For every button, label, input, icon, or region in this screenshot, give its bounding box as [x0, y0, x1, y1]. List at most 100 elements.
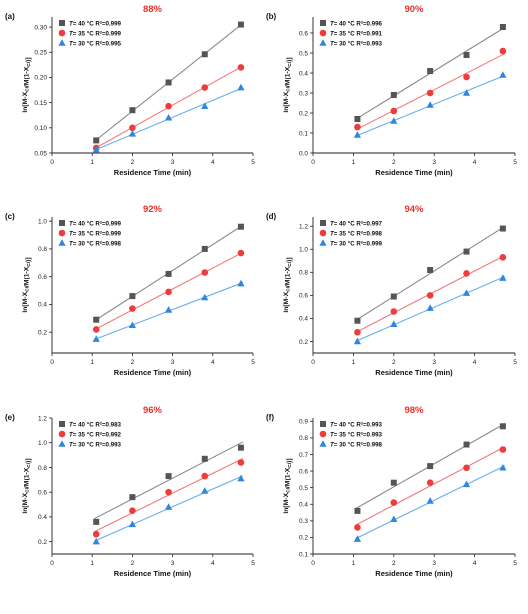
- x-tick-label: 1: [90, 159, 94, 166]
- legend-label: T= 30 °C R²=0.993: [69, 441, 122, 448]
- x-tick-label: 0: [311, 560, 315, 567]
- y-tick-label: 0.1: [299, 551, 308, 558]
- y-tick-label: 0.8: [299, 270, 308, 277]
- fit-line: [355, 447, 504, 525]
- x-tick-label: 4: [211, 560, 215, 567]
- panel-label: (b): [266, 12, 277, 21]
- data-point: [129, 507, 136, 514]
- y-tick-label: 0.6: [299, 293, 308, 300]
- y-tick-label: 0.10: [34, 125, 47, 132]
- data-point: [499, 71, 506, 78]
- x-tick-label: 5: [251, 159, 255, 166]
- data-point: [93, 326, 100, 333]
- data-point: [201, 487, 208, 494]
- y-tick-label: 1.0: [38, 218, 47, 225]
- x-tick-label: 0: [50, 159, 54, 166]
- legend-marker: [59, 421, 65, 427]
- chart-panel: 94% (d) 0 1 2 3 4 5 0.2 0.4 0.6 0.8 1.0 1.2 Residence …: [266, 204, 517, 377]
- y-tick-label: 0.6: [299, 30, 308, 37]
- x-tick-label: 5: [513, 560, 517, 567]
- x-tick-label: 3: [432, 159, 436, 166]
- data-point: [238, 22, 244, 28]
- data-point: [237, 280, 244, 287]
- legend-label: T= 30 °C R²=0.998: [330, 441, 383, 448]
- data-point: [354, 116, 360, 122]
- data-point: [427, 267, 433, 273]
- legend-marker: [320, 30, 327, 37]
- data-point: [390, 117, 397, 124]
- data-point: [238, 250, 245, 257]
- x-tick-label: 0: [50, 560, 54, 567]
- x-tick-label: 5: [251, 560, 255, 567]
- legend-label: T= 35 °C R²=0.998: [330, 230, 383, 237]
- data-point: [354, 508, 360, 514]
- data-point: [391, 308, 398, 315]
- chart-title: 98%: [404, 405, 424, 416]
- data-point: [463, 74, 470, 81]
- data-point: [463, 464, 470, 471]
- x-tick-label: 5: [251, 359, 255, 366]
- x-tick-label: 0: [50, 359, 54, 366]
- x-axis-label: Residence Time (min): [114, 569, 192, 578]
- legend-marker: [320, 431, 327, 438]
- data-point: [201, 473, 208, 480]
- legend-marker: [59, 230, 66, 237]
- legend-marker: [59, 220, 65, 226]
- panel-label: (c): [5, 212, 15, 221]
- data-point: [165, 503, 172, 510]
- data-point: [93, 531, 100, 538]
- x-tick-label: 1: [90, 560, 94, 567]
- x-tick-label: 4: [211, 359, 215, 366]
- legend-marker: [58, 239, 65, 246]
- y-tick-label: 0.8: [38, 465, 47, 472]
- legend-label: T= 35 °C R²=0.992: [69, 431, 122, 438]
- legend-label: T= 35 °C R²=0.999: [69, 30, 122, 37]
- data-point: [500, 254, 507, 261]
- x-tick-label: 4: [473, 359, 477, 366]
- data-point: [464, 442, 470, 448]
- chart-panel: 90%(b)0 1 2 3 4 50.00.10.20.30.40.50.6Residen…: [266, 4, 517, 177]
- y-tick-label: 0.6: [299, 468, 308, 475]
- data-point: [238, 64, 245, 71]
- data-point: [391, 499, 398, 506]
- data-point: [202, 456, 208, 462]
- chart-title: 94%: [404, 204, 424, 215]
- y-axis-label: ln[M-XCl/M(1-XCl)]: [22, 458, 32, 513]
- y-tick-label: 0.30: [34, 24, 47, 31]
- data-point: [129, 293, 135, 299]
- data-point: [129, 321, 136, 328]
- y-tick-label: 0.4: [38, 302, 47, 309]
- legend-label: T= 30 °C R²=0.998: [69, 240, 122, 247]
- x-tick-label: 0: [311, 359, 315, 366]
- data-point: [354, 318, 360, 324]
- y-tick-label: 0.8: [38, 246, 47, 253]
- data-point: [237, 84, 244, 91]
- data-point: [129, 305, 136, 312]
- y-axis-label: ln[M-XCl/M(1-XCl)]: [22, 57, 32, 112]
- y-tick-label: 0.1: [299, 130, 308, 137]
- legend-label: T= 35 °C R²=0.993: [330, 431, 383, 438]
- x-tick-label: 3: [432, 359, 436, 366]
- y-tick-label: 0.2: [299, 110, 308, 117]
- y-tick-label: 0.5: [299, 485, 308, 492]
- x-tick-label: 2: [131, 560, 135, 567]
- x-tick-label: 2: [392, 159, 396, 166]
- data-point: [93, 317, 99, 323]
- data-point: [464, 52, 470, 58]
- chart-panel: 98%(f)0 1 2 3 4 50.10.20.30.40.50.60.70.80.9R…: [266, 405, 517, 578]
- data-point: [238, 445, 244, 451]
- y-tick-label: 0.3: [299, 90, 308, 97]
- legend-label: T= 40 °C R²=0.999: [69, 20, 122, 27]
- x-axis-label: Residence Time (min): [114, 168, 192, 177]
- y-tick-label: 0.6: [38, 274, 47, 281]
- legend-label: T= 40 °C R²=0.993: [330, 421, 383, 428]
- legend-label: T= 40 °C R²=0.999: [69, 220, 122, 227]
- data-point: [499, 464, 506, 471]
- data-point: [427, 68, 433, 74]
- y-tick-label: 0.05: [34, 150, 47, 157]
- data-point: [165, 489, 172, 496]
- y-tick-label: 1.0: [299, 247, 308, 254]
- y-tick-label: 0.8: [299, 435, 308, 442]
- data-point: [129, 107, 135, 113]
